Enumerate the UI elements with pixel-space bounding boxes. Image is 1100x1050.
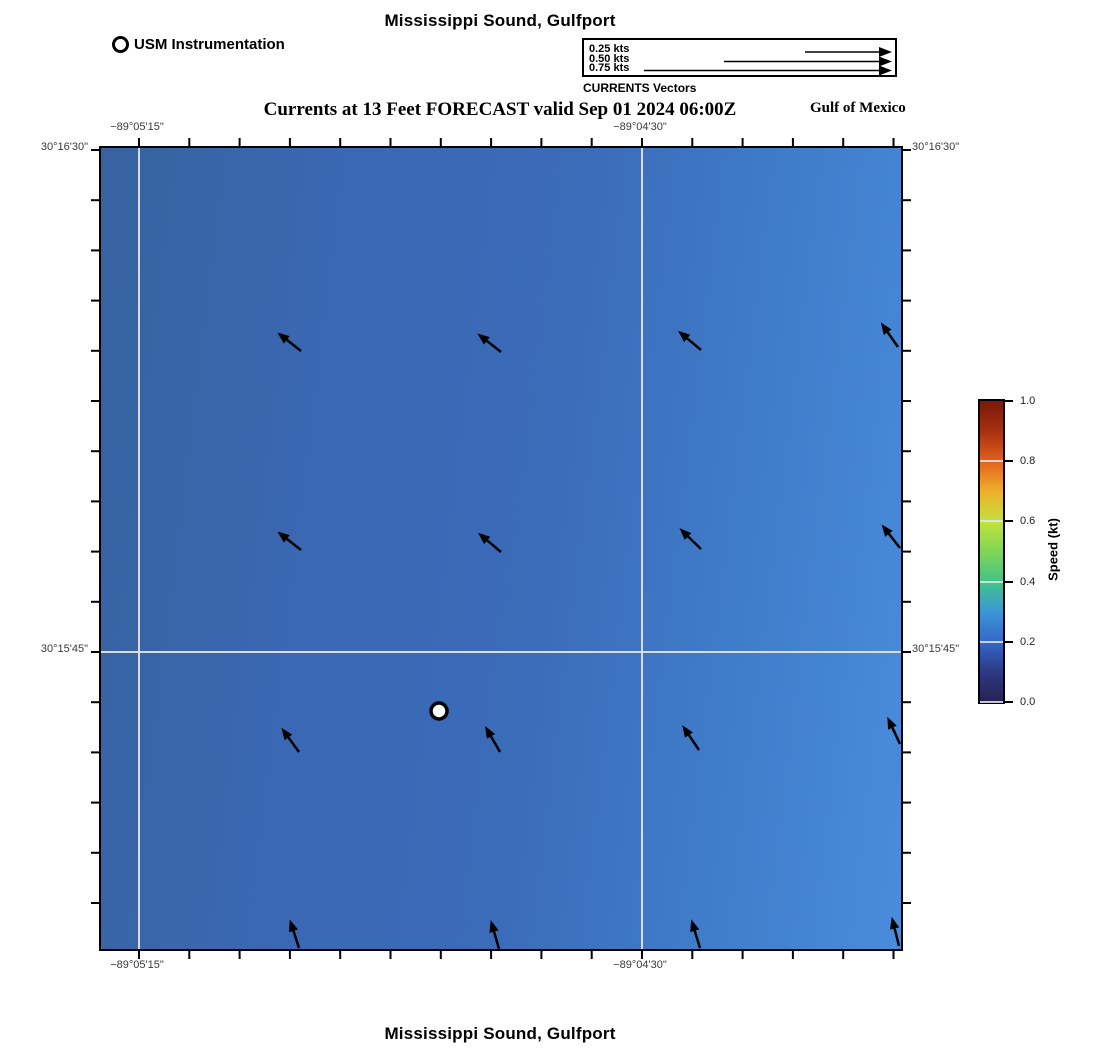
- scale-label-050: 0.50 kts: [589, 52, 630, 65]
- y-axis-label-right: 30°15'45": [912, 643, 960, 655]
- current-vector-shaft: [886, 331, 900, 348]
- current-vector-shaft: [891, 727, 902, 745]
- current-vector-shaft: [287, 736, 301, 753]
- region-label: Gulf of Mexico: [810, 100, 906, 116]
- x-axis-label-top: −89°04'30": [613, 121, 667, 133]
- current-vector-shaft: [687, 734, 701, 751]
- current-vector-shaft: [687, 535, 702, 550]
- colorbar-tick-label: 0.4: [1020, 575, 1036, 588]
- current-vector-head: [887, 716, 897, 730]
- station-marker-icon: [112, 36, 129, 53]
- y-axis-label-left: 30°16'30": [40, 141, 88, 153]
- current-vector-shaft: [489, 735, 502, 753]
- colorbar-tick-label: 0.8: [1020, 455, 1036, 468]
- colorbar-gridline: [980, 701, 1003, 703]
- figure-title-bottom: Mississippi Sound, Gulfport: [384, 1024, 616, 1043]
- current-vector-shaft: [286, 338, 302, 352]
- current-vector-head: [890, 916, 900, 930]
- current-vector-shaft: [486, 339, 502, 353]
- figure-title-top: Mississippi Sound, Gulfport: [384, 11, 616, 30]
- scale-arrow-head: [879, 65, 892, 76]
- current-vector-head: [489, 920, 499, 934]
- current-vector-shaft: [492, 931, 501, 950]
- colorbar-tick: [1005, 520, 1013, 523]
- instrument-legend: USM Instrumentation: [112, 36, 285, 53]
- x-axis-label-top: −89°05'15": [110, 121, 164, 133]
- vector-legend-caption: CURRENTS Vectors: [583, 81, 697, 95]
- x-axis-label-bottom: −89°05'15": [110, 959, 164, 971]
- colorbar-tick: [1005, 580, 1013, 583]
- scale-label-025: 0.25 kts: [589, 43, 630, 55]
- colorbar-tick-label: 0.2: [1020, 635, 1036, 648]
- forecast-subtitle: Currents at 13 Feet FORECAST valid Sep 0…: [263, 99, 737, 120]
- current-vector-head: [477, 333, 490, 345]
- current-vector-head: [288, 919, 298, 933]
- map-plot-area: [91, 138, 911, 959]
- current-vector-head: [485, 726, 496, 739]
- colorbar-tick: [1005, 640, 1013, 643]
- current-vector-shaft: [887, 533, 901, 549]
- colorbar-gridline: [980, 640, 1003, 643]
- colorbar-tick-label: 1.0: [1020, 395, 1036, 407]
- colorbar-tick-label: 0.6: [1020, 515, 1036, 528]
- colorbar-axis-title: Speed (kt): [1045, 517, 1061, 581]
- current-vector-head: [690, 919, 700, 933]
- current-vector-head: [678, 330, 691, 343]
- map-overlay: [91, 138, 911, 959]
- x-axis-label-bottom: −89°04'30": [613, 959, 667, 971]
- colorbar-tick-label: 0.0: [1020, 696, 1036, 708]
- current-vector-head: [277, 332, 290, 344]
- current-vector-shaft: [693, 930, 702, 949]
- colorbar-gridline: [980, 460, 1003, 463]
- current-vector-head: [682, 725, 693, 738]
- current-vector-shaft: [486, 539, 502, 553]
- speed-colorbar: [978, 399, 1005, 704]
- colorbar-gridline: [980, 520, 1003, 523]
- colorbar-tick: [1005, 460, 1013, 463]
- current-vector-head: [881, 524, 893, 537]
- instrument-legend-label: USM Instrumentation: [134, 36, 285, 53]
- colorbar-tick: [1005, 701, 1013, 703]
- current-vector-head: [880, 322, 892, 335]
- current-vector-shaft: [686, 337, 702, 351]
- vector-scale-legend: 0.25 kts 0.50 kts 0.75 kts: [582, 38, 897, 77]
- scale-label-075: 0.75 kts: [589, 62, 630, 74]
- scale-arrow-head: [879, 47, 892, 57]
- current-vector-shaft: [893, 928, 901, 947]
- current-vector-shaft: [286, 537, 302, 551]
- scale-arrows: [644, 47, 892, 76]
- y-axis-label-left: 30°15'45": [40, 643, 88, 655]
- y-axis-label-right: 30°16'30": [912, 141, 960, 153]
- scale-arrow-head: [879, 56, 892, 67]
- current-vector-head: [478, 532, 491, 545]
- current-vector-head: [679, 528, 692, 540]
- station-marker: [429, 701, 449, 721]
- current-vector-head: [277, 531, 290, 543]
- current-vector-head: [281, 727, 293, 741]
- colorbar-gridline: [980, 580, 1003, 583]
- current-vector-shaft: [292, 930, 301, 949]
- colorbar-tick: [1005, 400, 1013, 402]
